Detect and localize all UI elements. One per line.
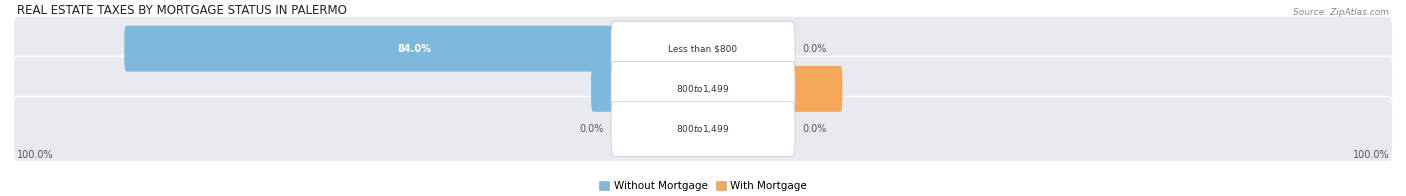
Text: 20.0%: 20.0% <box>755 84 789 94</box>
FancyBboxPatch shape <box>124 26 704 72</box>
Legend: Without Mortgage, With Mortgage: Without Mortgage, With Mortgage <box>595 177 811 195</box>
Text: 0.0%: 0.0% <box>803 44 827 54</box>
Text: 16.0%: 16.0% <box>631 84 665 94</box>
Text: 100.0%: 100.0% <box>17 150 53 160</box>
Text: REAL ESTATE TAXES BY MORTGAGE STATUS IN PALERMO: REAL ESTATE TAXES BY MORTGAGE STATUS IN … <box>17 4 346 16</box>
FancyBboxPatch shape <box>612 21 794 76</box>
Text: Source: ZipAtlas.com: Source: ZipAtlas.com <box>1294 7 1389 16</box>
FancyBboxPatch shape <box>612 62 794 116</box>
Text: 100.0%: 100.0% <box>1353 150 1389 160</box>
Text: 84.0%: 84.0% <box>398 44 432 54</box>
Text: $800 to $1,499: $800 to $1,499 <box>676 123 730 135</box>
Text: Less than $800: Less than $800 <box>668 44 738 53</box>
FancyBboxPatch shape <box>612 102 794 156</box>
Text: 0.0%: 0.0% <box>579 124 603 134</box>
FancyBboxPatch shape <box>13 56 1393 121</box>
FancyBboxPatch shape <box>591 66 704 112</box>
FancyBboxPatch shape <box>702 66 842 112</box>
FancyBboxPatch shape <box>13 16 1393 81</box>
Text: 0.0%: 0.0% <box>803 124 827 134</box>
FancyBboxPatch shape <box>13 96 1393 162</box>
Text: $800 to $1,499: $800 to $1,499 <box>676 83 730 95</box>
